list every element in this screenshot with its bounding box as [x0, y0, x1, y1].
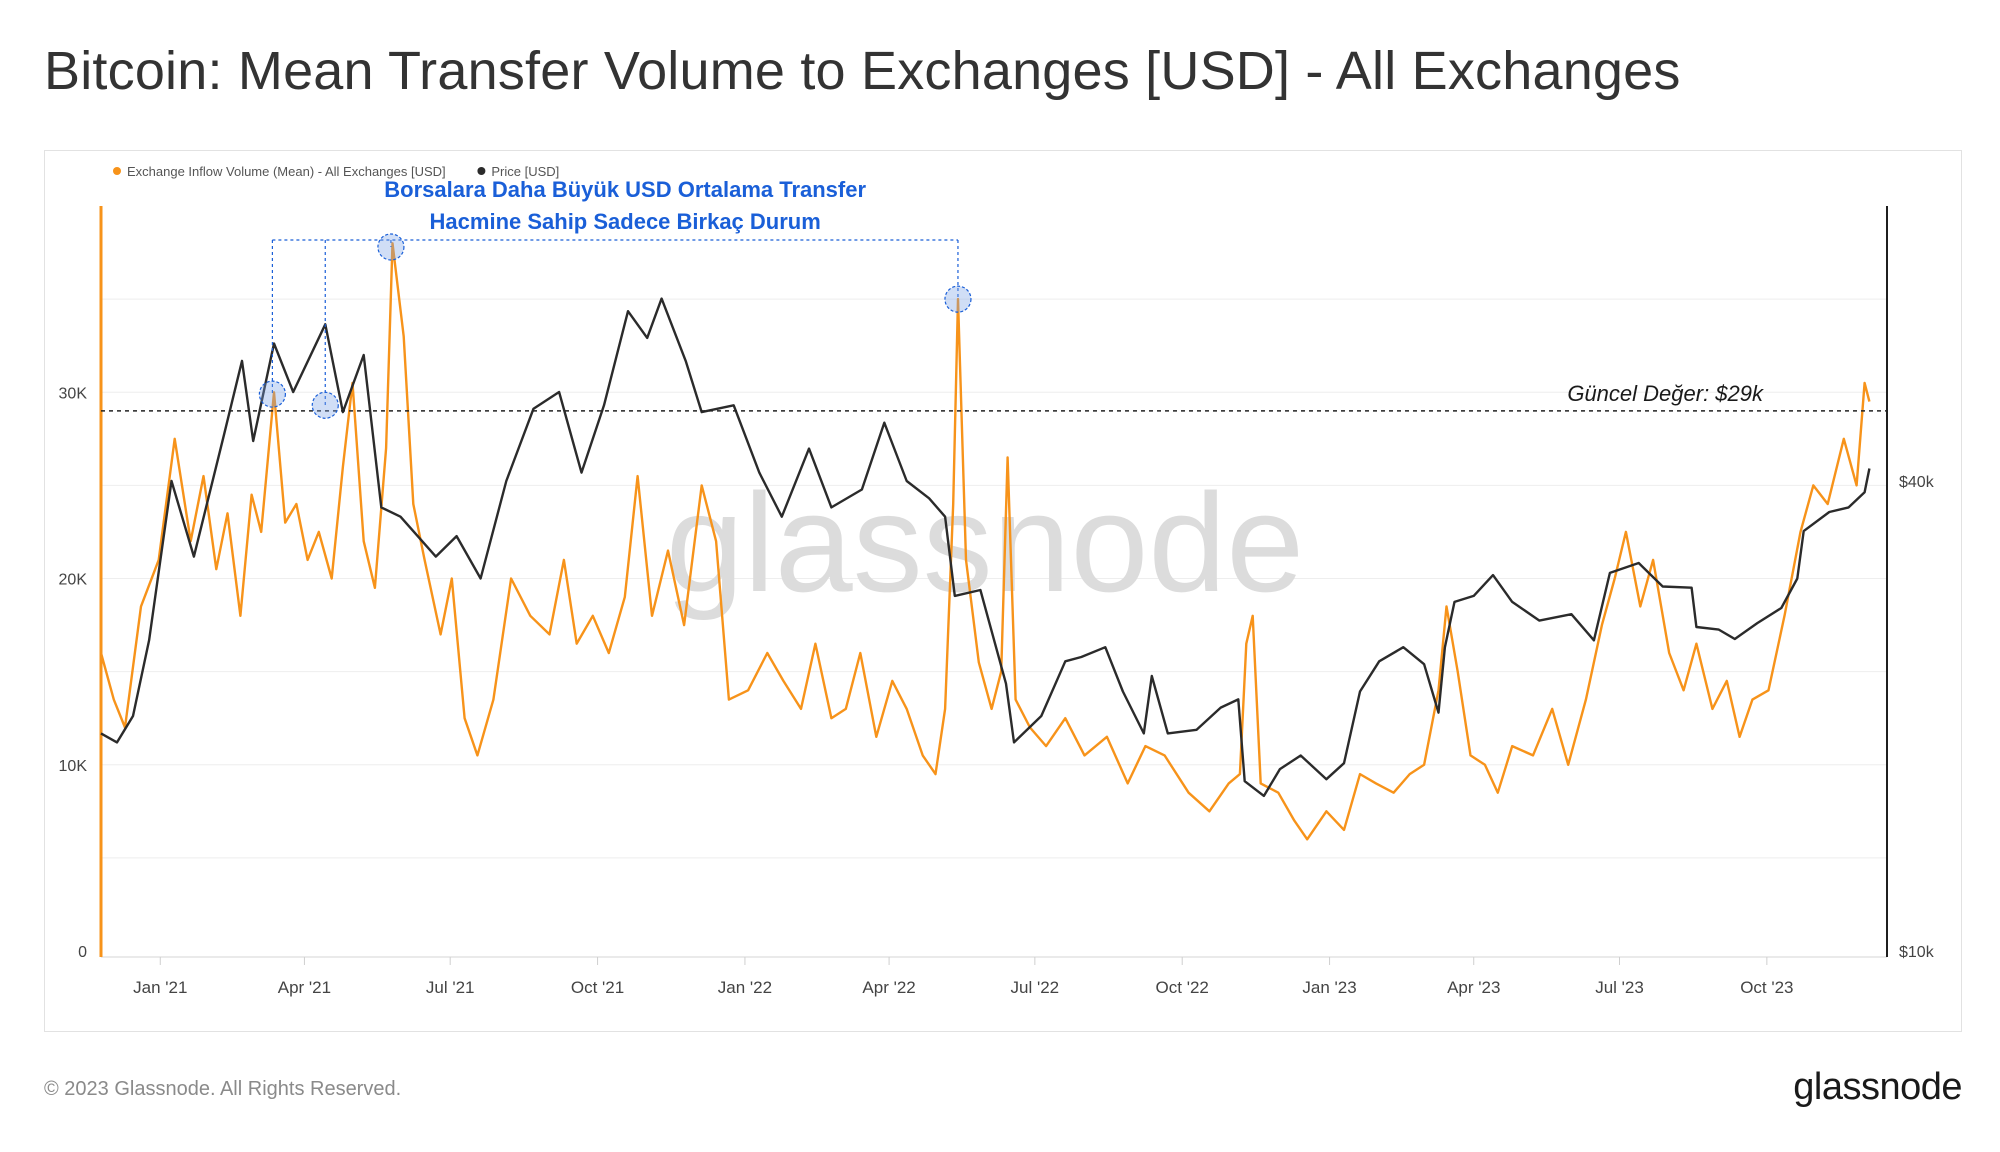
- axis-ticks: Jan '21 Apr '21 Jul '21 Oct '21 Jan '22 Apr '…: [59, 385, 1935, 997]
- y-left-tick-label: 10K: [59, 758, 88, 775]
- highlight-marker: [258, 380, 286, 408]
- legend-label-price: Price [USD]: [491, 164, 559, 179]
- highlight-marker: [311, 391, 339, 419]
- glassnode-logo: glassnode: [1793, 1066, 1962, 1108]
- legend-marker-inflow: [113, 167, 121, 175]
- highlight-marker: [944, 285, 972, 313]
- x-tick-label: Oct '23: [1740, 978, 1793, 997]
- reference-line-label: Güncel Değer: $29k: [1567, 381, 1764, 406]
- x-tick-label: Oct '22: [1156, 978, 1209, 997]
- y-right-tick-label: $10k: [1899, 944, 1935, 961]
- series-lines: [99, 242, 1871, 841]
- x-tick-label: Oct '21: [571, 978, 624, 997]
- legend-label-inflow: Exchange Inflow Volume (Mean) - All Exch…: [127, 164, 446, 179]
- x-tick-label: Jul '23: [1595, 978, 1644, 997]
- axes: [99, 206, 1888, 958]
- x-tick-label: Jan '23: [1302, 978, 1356, 997]
- legend: Exchange Inflow Volume (Mean) - All Exch…: [113, 164, 559, 179]
- x-tick-label: Apr '21: [278, 978, 331, 997]
- y-left-tick-label: 20K: [59, 572, 88, 589]
- chart-container: glassnode Jan '21 Apr '21 Jul '21 Oct '21 Ja…: [44, 150, 1962, 1032]
- price-series-line: [100, 297, 1871, 798]
- inflow-series-line: [99, 242, 1871, 841]
- annotation-text-line1: Borsalara Daha Büyük USD Ortalama Transf…: [384, 177, 866, 202]
- annotation-group: Borsalara Daha Büyük USD Ortalama Transf…: [258, 177, 972, 419]
- reference-line-group: Güncel Değer: $29k: [101, 381, 1887, 412]
- x-tick-label: Apr '23: [1447, 978, 1500, 997]
- y-left-tick-label: 30K: [59, 385, 88, 402]
- x-tick-label: Jul '22: [1011, 978, 1060, 997]
- footer-copyright: © 2023 Glassnode. All Rights Reserved.: [44, 1078, 402, 1100]
- x-tick-label: Jan '22: [718, 978, 772, 997]
- legend-marker-price: [477, 167, 486, 175]
- x-tick-label: Apr '22: [862, 978, 915, 997]
- highlight-marker: [377, 233, 405, 261]
- x-tick-label: Jul '21: [426, 978, 475, 997]
- y-right-tick-label: $40k: [1899, 474, 1935, 491]
- y-left-tick-label: 0: [78, 944, 87, 961]
- watermark: glassnode: [666, 464, 1304, 621]
- annotation-text-line2: Hacmine Sahip Sadece Birkaç Durum: [430, 209, 821, 234]
- x-tick-label: Jan '21: [133, 978, 187, 997]
- page-title: Bitcoin: Mean Transfer Volume to Exchang…: [44, 41, 1681, 101]
- chart-svg: glassnode Jan '21 Apr '21 Jul '21 Oct '21 Ja…: [59, 164, 1935, 997]
